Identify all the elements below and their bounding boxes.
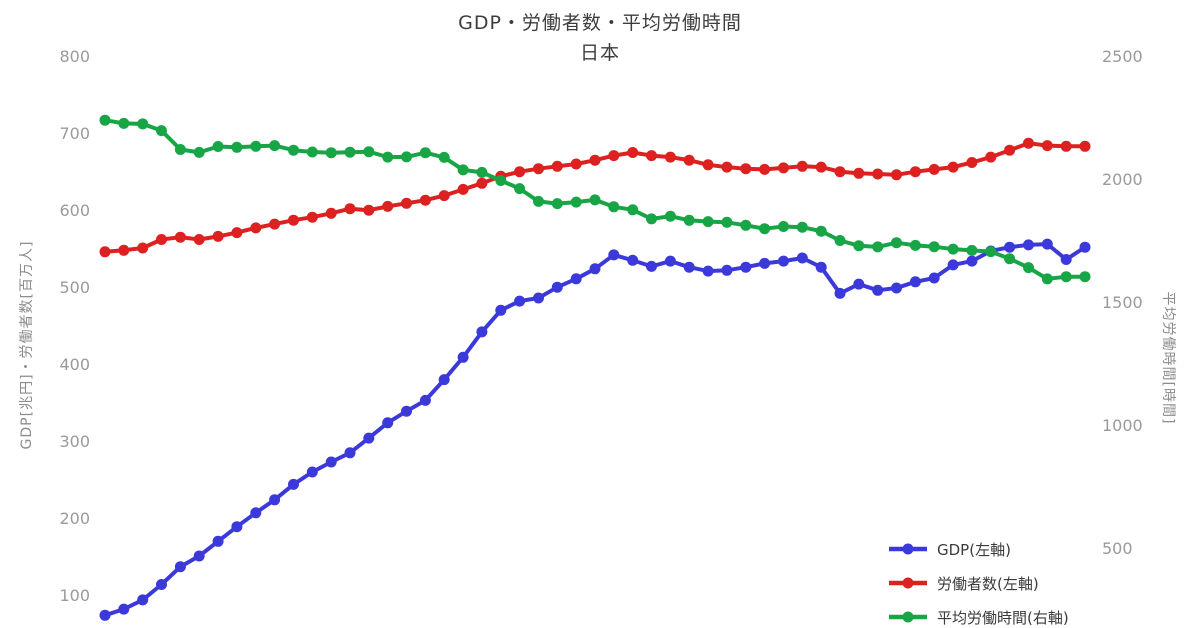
y-axis-tick-label: 1500 <box>1102 293 1143 312</box>
y-axis-tick-label: 700 <box>59 124 90 143</box>
legend: GDP(左軸) 労働者数(左軸) 平均労働時間(右軸) <box>886 532 1069 628</box>
chart-title: GDP・労働者数・平均労働時間 <box>458 12 742 34</box>
y-axis-tick-label: 600 <box>59 201 90 220</box>
workers-line-marker-icon <box>889 577 927 589</box>
hours-line-marker-icon <box>889 611 927 623</box>
y-axis-tick-label: 1000 <box>1102 416 1143 435</box>
y-axis-tick-label: 200 <box>59 509 90 528</box>
legend-item-workers: 労働者数(左軸) <box>886 566 1069 600</box>
legend-item-hours: 平均労働時間(右軸) <box>886 600 1069 628</box>
legend-item-label: 労働者数(左軸) <box>937 574 1039 593</box>
legend-item-gdp: GDP(左軸) <box>886 532 1069 566</box>
y-axis-tick-label: 2500 <box>1102 47 1143 66</box>
y-axis-tick-label: 2000 <box>1102 170 1143 189</box>
legend-item-label: 平均労働時間(右軸) <box>937 608 1069 627</box>
y-axis-tick-label: 500 <box>59 278 90 297</box>
legend-item-label: GDP(左軸) <box>937 540 1011 559</box>
y-axis-tick-label: 100 <box>59 586 90 605</box>
y-axis-tick-label: 400 <box>59 355 90 374</box>
y-axis-tick-label: 300 <box>59 432 90 451</box>
y-axis-tick-label: 800 <box>59 47 90 66</box>
y-axis-tick-label: 500 <box>1102 539 1133 558</box>
chart-subtitle: 日本 <box>579 42 620 64</box>
gdp-line-marker-icon <box>889 543 927 555</box>
